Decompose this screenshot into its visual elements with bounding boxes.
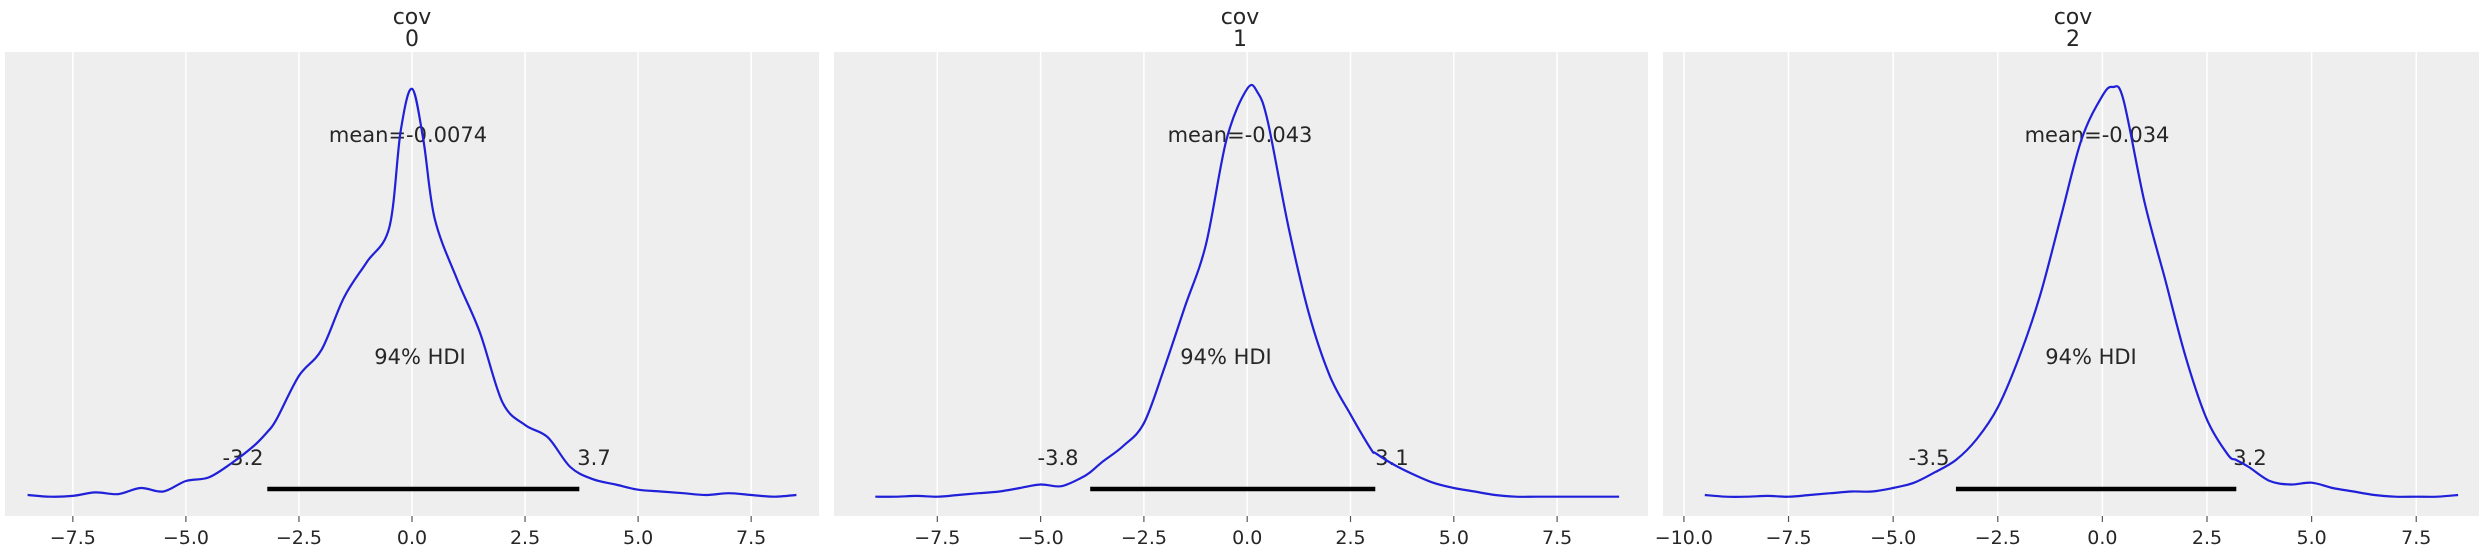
x-tick-label: −5.0 (1870, 527, 1916, 549)
hdi-high-label: 3.2 (2233, 446, 2266, 470)
panel-title-line-1: cov (1221, 5, 1260, 30)
panel-title-line-2: 1 (1233, 27, 1247, 52)
hdi-high-label: 3.7 (577, 446, 610, 470)
density-curve (27, 87, 797, 498)
posterior-panel-cov-1: cov 1 mean=-0.043 94% HDI -3.8 3.1 −7.5−… (834, 5, 1648, 549)
x-ticks: −10.0 −7.5 −5.0 −2.5 0.0 2.5 5.0 7.5 (1655, 516, 2431, 549)
x-tick-label: 0.0 (397, 527, 427, 549)
x-tick-label: −5.0 (163, 527, 209, 549)
x-tick-label: −5.0 (1018, 527, 1064, 549)
x-tick-label: −10.0 (1655, 527, 1713, 549)
hdi-annotation: 94% HDI (2045, 345, 2137, 369)
panel-title-line-2: 0 (405, 27, 419, 52)
x-tick-label: 7.5 (1542, 527, 1572, 549)
x-tick-label: −7.5 (914, 527, 960, 549)
plot-area-background (834, 52, 1648, 516)
posterior-panel-cov-0: cov 0 mean=-0.0074 94% HDI -3.2 3.7 −7.5… (5, 5, 819, 549)
x-tick-label: −2.5 (1121, 527, 1167, 549)
panel-title-line-1: cov (393, 5, 432, 30)
mean-annotation: mean=-0.043 (1168, 123, 1313, 147)
x-tick-label: 2.5 (510, 527, 540, 549)
x-tick-label: 0.0 (2087, 527, 2117, 549)
density-curve (875, 83, 1620, 498)
x-tick-label: −2.5 (1975, 527, 2021, 549)
hdi-low-label: -3.5 (1909, 446, 1950, 470)
mean-annotation: mean=-0.034 (2025, 123, 2170, 147)
hdi-high-label: 3.1 (1375, 446, 1408, 470)
x-tick-label: 7.5 (736, 527, 766, 549)
hdi-annotation: 94% HDI (1180, 345, 1272, 369)
x-tick-label: 5.0 (623, 527, 653, 549)
hdi-annotation: 94% HDI (374, 345, 466, 369)
x-tick-label: −2.5 (276, 527, 322, 549)
x-tick-label: 0.0 (1232, 527, 1262, 549)
x-tick-label: −7.5 (50, 527, 96, 549)
x-gridlines (72, 52, 752, 516)
x-gridlines (1683, 52, 2417, 516)
x-tick-label: 5.0 (2297, 527, 2327, 549)
posterior-panel-cov-2: cov 2 mean=-0.034 94% HDI -3.5 3.2 −10.0… (1655, 5, 2479, 549)
plot-area-background (1663, 52, 2479, 516)
x-gridlines (936, 52, 1558, 516)
x-tick-label: 2.5 (1335, 527, 1365, 549)
x-tick-label: 7.5 (2401, 527, 2431, 549)
x-tick-label: 5.0 (1439, 527, 1469, 549)
density-curve (1704, 85, 2459, 498)
hdi-low-label: -3.8 (1038, 446, 1079, 470)
panel-title-line-1: cov (2054, 5, 2093, 30)
x-tick-label: −7.5 (1765, 527, 1811, 549)
x-ticks: −7.5 −5.0 −2.5 0.0 2.5 5.0 7.5 (914, 516, 1572, 549)
x-tick-label: 2.5 (2192, 527, 2222, 549)
mean-annotation: mean=-0.0074 (329, 123, 487, 147)
panel-title-line-2: 2 (2066, 27, 2080, 52)
x-ticks: −7.5 −5.0 −2.5 0.0 2.5 5.0 7.5 (50, 516, 766, 549)
